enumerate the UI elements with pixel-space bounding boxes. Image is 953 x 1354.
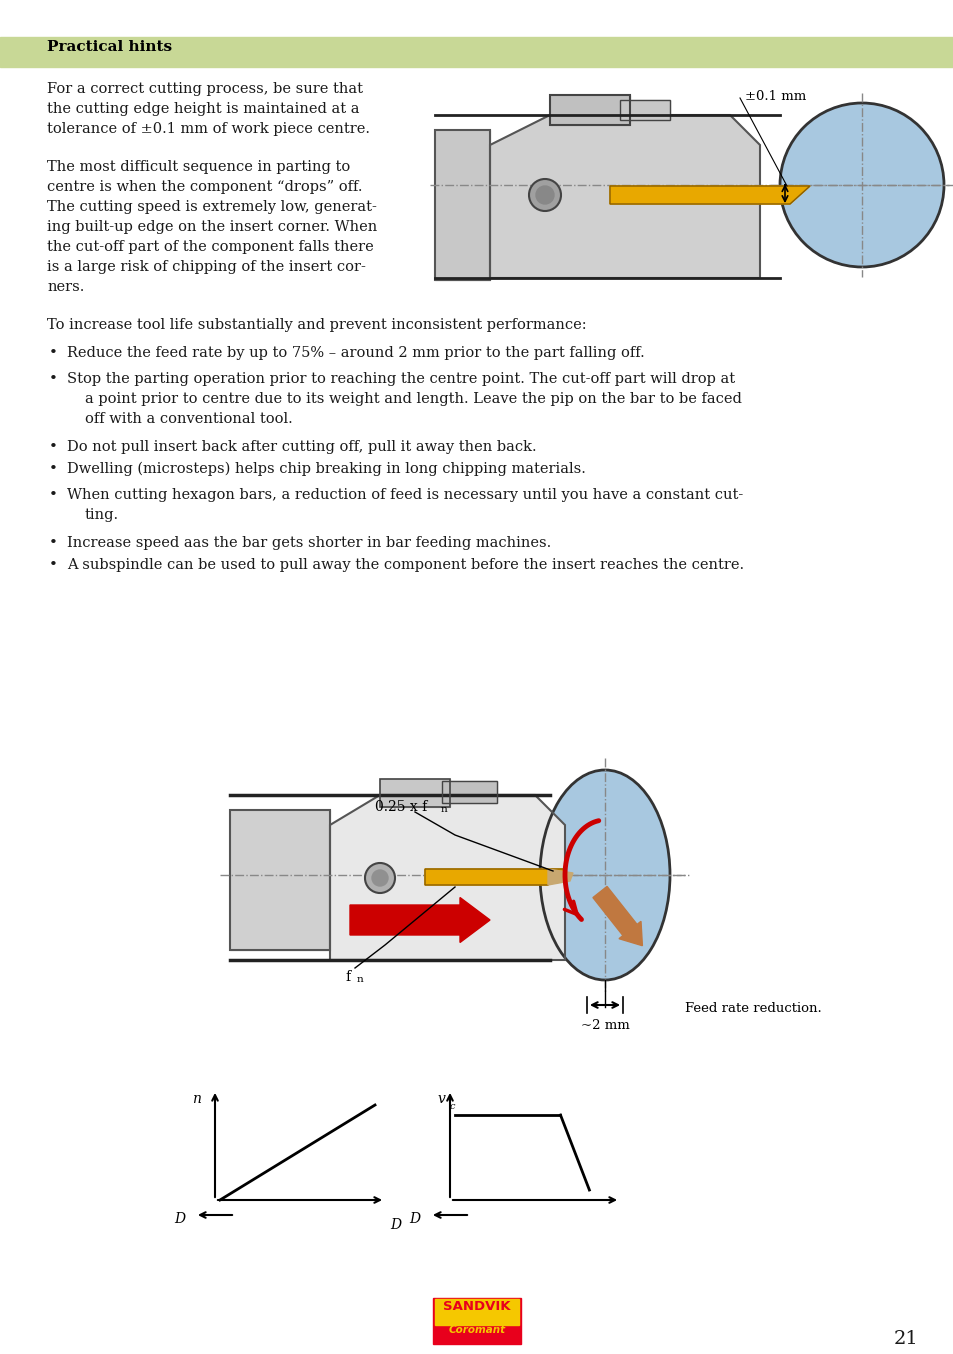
Text: •: • <box>49 347 58 360</box>
Bar <box>619 100 669 121</box>
Text: n: n <box>356 975 363 984</box>
Text: To increase tool life substantially and prevent inconsistent performance:: To increase tool life substantially and … <box>47 318 586 332</box>
Bar <box>550 95 629 125</box>
Text: off with a conventional tool.: off with a conventional tool. <box>85 412 293 427</box>
Bar <box>441 781 497 803</box>
Text: ing built-up edge on the insert corner. When: ing built-up edge on the insert corner. … <box>47 219 376 234</box>
Text: the cut-off part of the component falls there: the cut-off part of the component falls … <box>47 240 374 255</box>
Text: f: f <box>345 969 350 984</box>
Text: •: • <box>49 462 58 477</box>
Text: tolerance of ±0.1 mm of work piece centre.: tolerance of ±0.1 mm of work piece centr… <box>47 122 370 135</box>
Bar <box>0 37 953 66</box>
Polygon shape <box>424 869 565 886</box>
Text: D: D <box>390 1219 400 1232</box>
Polygon shape <box>490 115 760 278</box>
Text: •: • <box>49 558 58 571</box>
Text: The cutting speed is extremely low, generat-: The cutting speed is extremely low, gene… <box>47 200 376 214</box>
Bar <box>379 779 450 807</box>
Text: Feed rate reduction.: Feed rate reduction. <box>684 1002 821 1014</box>
Circle shape <box>372 871 388 886</box>
Circle shape <box>536 185 554 204</box>
Text: Reduce the feed rate by up to 75% – around 2 mm prior to the part falling off.: Reduce the feed rate by up to 75% – arou… <box>67 347 644 360</box>
Text: Coromant: Coromant <box>448 1324 505 1335</box>
Text: When cutting hexagon bars, a reduction of feed is necessary until you have a con: When cutting hexagon bars, a reduction o… <box>67 487 742 502</box>
Polygon shape <box>609 185 809 204</box>
Text: Dwelling (microsteps) helps chip breaking in long chipping materials.: Dwelling (microsteps) helps chip breakin… <box>67 462 585 477</box>
Text: The most difficult sequence in parting to: The most difficult sequence in parting t… <box>47 160 350 175</box>
Circle shape <box>780 103 943 267</box>
Text: ±0.1 mm: ±0.1 mm <box>744 89 805 103</box>
Text: ners.: ners. <box>47 280 84 294</box>
Ellipse shape <box>539 770 669 980</box>
Bar <box>441 781 497 803</box>
Bar <box>433 1298 520 1345</box>
FancyArrow shape <box>350 898 490 942</box>
Polygon shape <box>330 795 564 960</box>
Text: SANDVIK: SANDVIK <box>443 1300 510 1313</box>
Text: Practical hints: Practical hints <box>47 41 172 54</box>
Text: 0.25 x f: 0.25 x f <box>375 800 427 814</box>
Text: For a correct cutting process, be sure that: For a correct cutting process, be sure t… <box>47 83 363 96</box>
Text: centre is when the component “drops” off.: centre is when the component “drops” off… <box>47 180 362 194</box>
FancyArrow shape <box>593 887 641 945</box>
Text: D: D <box>173 1212 185 1225</box>
Text: •: • <box>49 372 58 386</box>
Text: is a large risk of chipping of the insert cor-: is a large risk of chipping of the inser… <box>47 260 366 274</box>
Text: ~2 mm: ~2 mm <box>580 1020 629 1032</box>
Text: 21: 21 <box>892 1330 917 1349</box>
Text: •: • <box>49 487 58 502</box>
Bar <box>230 810 330 951</box>
Bar <box>435 1298 518 1324</box>
Text: c: c <box>450 1102 455 1112</box>
Text: the cutting edge height is maintained at a: the cutting edge height is maintained at… <box>47 102 359 116</box>
Text: ting.: ting. <box>85 508 119 523</box>
Text: Increase speed aas the bar gets shorter in bar feeding machines.: Increase speed aas the bar gets shorter … <box>67 536 551 550</box>
Bar <box>230 810 330 951</box>
Text: n: n <box>440 806 447 814</box>
Text: a point prior to centre due to its weight and length. Leave the pip on the bar t: a point prior to centre due to its weigh… <box>85 393 741 406</box>
Bar <box>435 130 490 280</box>
Text: D: D <box>409 1212 419 1225</box>
Bar <box>619 100 669 121</box>
Text: •: • <box>49 440 58 454</box>
Text: •: • <box>49 536 58 550</box>
Text: A subspindle can be used to pull away the component before the insert reaches th: A subspindle can be used to pull away th… <box>67 558 743 571</box>
Polygon shape <box>547 869 573 886</box>
Bar <box>379 779 450 807</box>
Bar <box>435 130 490 280</box>
Text: n: n <box>192 1091 201 1106</box>
Text: v: v <box>436 1091 444 1106</box>
Circle shape <box>529 179 560 211</box>
Text: Stop the parting operation prior to reaching the centre point. The cut-off part : Stop the parting operation prior to reac… <box>67 372 735 386</box>
Text: Do not pull insert back after cutting off, pull it away then back.: Do not pull insert back after cutting of… <box>67 440 536 454</box>
Circle shape <box>365 862 395 894</box>
Bar <box>550 95 629 125</box>
